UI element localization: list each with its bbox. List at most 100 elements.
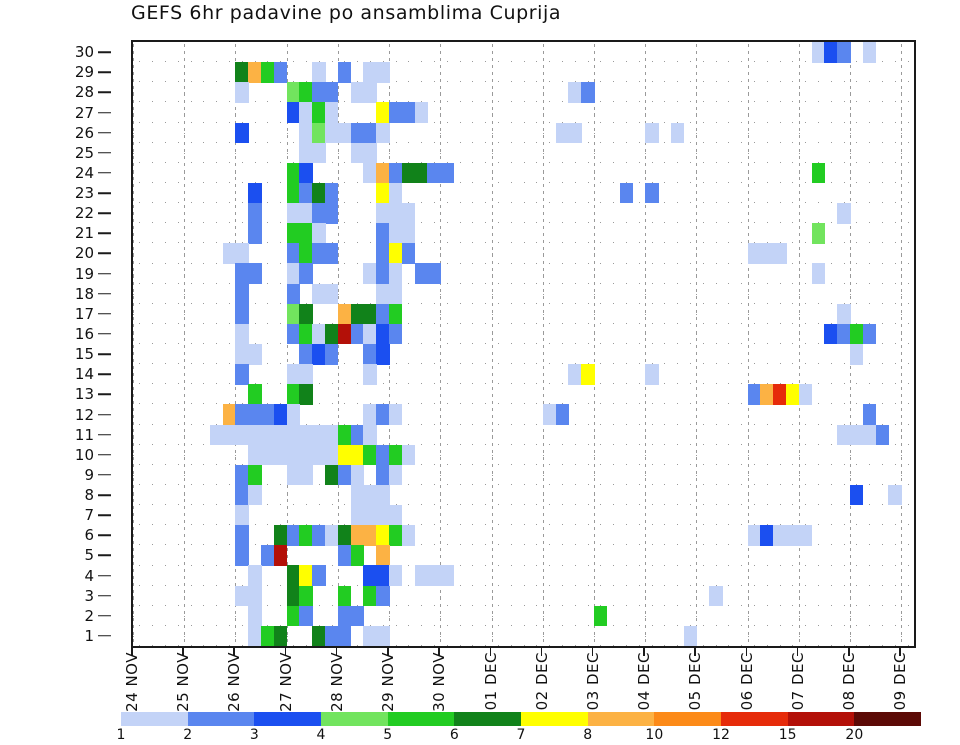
- grid-dot-vertical: [542, 149, 544, 152]
- grid-dot-vertical: [645, 100, 647, 103]
- heatmap-cell: [350, 505, 365, 526]
- grid-dot-vertical: [491, 275, 493, 278]
- grid-dot: [549, 81, 551, 83]
- grid-dot-vertical: [389, 380, 391, 383]
- grid-dot-vertical: [440, 639, 442, 642]
- grid-dot-vertical: [645, 499, 647, 502]
- grid-dot: [523, 423, 525, 425]
- grid-dot-vertical: [542, 359, 544, 362]
- heatmap-cell: [337, 323, 352, 345]
- grid-dot: [638, 242, 640, 244]
- grid-dot-vertical: [491, 142, 493, 145]
- heatmap-cell: [376, 444, 390, 466]
- grid-dot: [459, 81, 461, 83]
- grid-dot-vertical: [440, 156, 442, 159]
- grid-dot-vertical: [184, 415, 186, 418]
- grid-dot: [792, 483, 794, 485]
- grid-dot-vertical: [542, 93, 544, 96]
- grid-dot: [536, 463, 538, 465]
- heatmap-cell: [235, 344, 249, 365]
- grid-dot-vertical: [133, 303, 134, 306]
- heatmap-cell: [376, 625, 390, 646]
- grid-dot-vertical: [286, 359, 288, 362]
- grid-dot: [190, 141, 192, 143]
- heatmap-cell: [235, 404, 249, 425]
- heatmap-cell: [248, 263, 262, 284]
- y-axis-tick-label: 25: [74, 143, 94, 162]
- grid-dot: [254, 302, 256, 304]
- grid-dot: [344, 101, 346, 103]
- grid-dot: [139, 322, 141, 324]
- grid-dot: [523, 161, 525, 163]
- grid-dot: [165, 322, 166, 324]
- grid-dot: [869, 463, 871, 465]
- grid-dot-vertical: [542, 352, 544, 355]
- grid-dot: [331, 81, 333, 83]
- grid-dot: [779, 604, 781, 606]
- grid-dot-vertical: [389, 436, 391, 439]
- grid-dot: [702, 443, 704, 445]
- grid-dot: [677, 302, 679, 304]
- grid-dot-vertical: [133, 401, 134, 404]
- grid-dot: [677, 443, 679, 445]
- grid-dot-vertical: [645, 303, 647, 306]
- grid-dot: [472, 383, 474, 385]
- grid-dot: [216, 161, 218, 163]
- grid-dot-vertical: [593, 464, 595, 467]
- grid-dot: [331, 282, 333, 284]
- grid-dot: [754, 504, 755, 506]
- grid-dot: [856, 81, 858, 83]
- heatmap-cell: [645, 182, 659, 204]
- grid-dot: [152, 343, 154, 344]
- grid-dot: [638, 363, 640, 365]
- grid-dot-vertical: [184, 156, 186, 159]
- grid-dot: [165, 564, 166, 566]
- grid-dot: [677, 423, 679, 425]
- heatmap-cell: [337, 444, 352, 466]
- grid-dot-vertical: [440, 184, 442, 187]
- grid-dot-vertical: [440, 499, 442, 502]
- grid-dot: [779, 463, 781, 465]
- grid-dot: [510, 101, 512, 103]
- grid-dot: [139, 121, 141, 123]
- grid-dot: [715, 423, 717, 425]
- grid-dot: [190, 624, 192, 626]
- heatmap-cell: [811, 263, 825, 284]
- grid-dot: [689, 222, 691, 224]
- y-axis-tick: [98, 474, 111, 476]
- heatmap-cell: [376, 525, 390, 546]
- grid-dot-vertical: [184, 464, 186, 467]
- grid-dot: [190, 202, 192, 204]
- grid-dot-vertical: [440, 72, 442, 75]
- grid-dot: [395, 604, 397, 606]
- grid-dot: [779, 504, 781, 506]
- grid-dot-vertical: [491, 324, 493, 327]
- grid-dot-vertical: [593, 275, 595, 278]
- grid-dot: [779, 222, 781, 224]
- grid-dot-vertical: [184, 576, 186, 579]
- grid-dot: [689, 322, 691, 324]
- y-axis-tick-label: 14: [74, 365, 94, 384]
- grid-dot: [280, 624, 282, 626]
- grid-dot: [216, 101, 218, 103]
- grid-dot: [536, 282, 538, 284]
- heatmap-cell: [299, 243, 313, 264]
- grid-dot: [907, 463, 909, 465]
- grid-dot: [664, 343, 666, 344]
- grid-dot: [165, 262, 166, 264]
- grid-dot: [510, 222, 512, 224]
- grid-dot-vertical: [542, 499, 544, 502]
- grid-dot: [587, 604, 589, 606]
- grid-dot: [625, 645, 627, 646]
- grid-dot: [408, 363, 410, 365]
- grid-dot: [600, 81, 602, 83]
- grid-dot: [664, 624, 666, 626]
- grid-dot-vertical: [491, 58, 493, 61]
- grid-dot: [702, 483, 704, 485]
- grid-dot: [165, 504, 166, 506]
- grid-dot: [830, 161, 832, 163]
- grid-dot: [850, 152, 851, 154]
- grid-dot: [600, 363, 602, 365]
- grid-dot: [389, 92, 391, 94]
- grid-dot: [133, 333, 134, 335]
